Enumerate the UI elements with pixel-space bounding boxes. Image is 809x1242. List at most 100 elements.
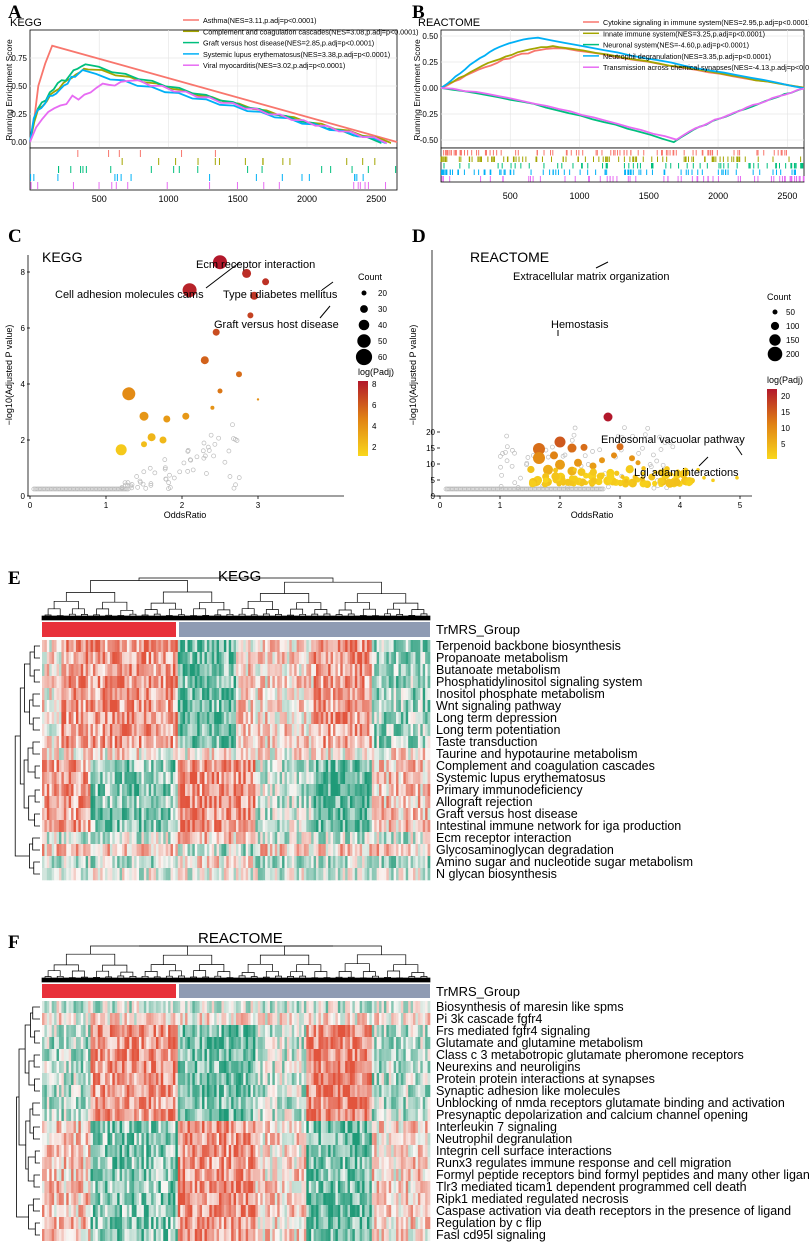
heat-cell — [338, 652, 341, 664]
heat-cell — [212, 1025, 215, 1037]
heat-cell — [88, 652, 91, 664]
heat-cell — [357, 700, 360, 712]
heat-cell — [331, 772, 334, 784]
heat-cell — [69, 784, 72, 796]
heat-cell — [406, 856, 409, 868]
heat-cell — [297, 808, 300, 820]
xtick-b: 500 — [503, 191, 518, 201]
heat-cell — [251, 772, 254, 784]
heat-cell — [263, 844, 266, 856]
heat-cell — [403, 676, 406, 688]
heat-cell — [127, 844, 130, 856]
heat-cell — [161, 700, 164, 712]
heat-cell — [425, 1013, 428, 1025]
heat-cell — [91, 1001, 94, 1013]
heat-cell — [238, 700, 241, 712]
heat-cell — [93, 700, 96, 712]
heat-cell — [117, 796, 120, 808]
heat-cell — [117, 760, 120, 772]
heat-cell — [154, 688, 157, 700]
heat-cell — [197, 760, 200, 772]
heat-cell — [69, 808, 72, 820]
heat-cell — [406, 844, 409, 856]
heat-cell — [168, 796, 171, 808]
heat-cell — [369, 676, 372, 688]
heat-cell — [268, 808, 271, 820]
heat-cell — [357, 1001, 360, 1013]
heat-cell — [139, 808, 142, 820]
heat-cell — [365, 820, 368, 832]
heat-cell — [88, 856, 91, 868]
heat-cell — [132, 868, 135, 880]
heat-cell — [183, 772, 186, 784]
heat-cell — [149, 832, 152, 844]
heat-cell — [112, 1013, 115, 1025]
heat-cell — [372, 688, 375, 700]
heat-cell — [335, 868, 338, 880]
heat-cell — [88, 832, 91, 844]
heat-cell — [323, 676, 326, 688]
heat-cell — [236, 712, 239, 724]
heat-cell — [166, 736, 169, 748]
heat-cell — [338, 712, 341, 724]
heat-cell — [197, 796, 200, 808]
heat-cell — [241, 700, 244, 712]
heat-cell — [69, 1001, 72, 1013]
heat-cell — [292, 772, 295, 784]
heat-cell — [280, 844, 283, 856]
heat-cell — [192, 760, 195, 772]
point-ns — [178, 470, 182, 474]
heat-cell — [74, 688, 77, 700]
heat-cell — [362, 784, 365, 796]
heat-cell — [420, 820, 423, 832]
heat-cell — [401, 844, 404, 856]
heat-cell — [277, 844, 280, 856]
heat-cell — [280, 796, 283, 808]
heat-cell — [391, 856, 394, 868]
heat-cell — [212, 784, 215, 796]
heat-cell — [144, 868, 147, 880]
heat-cell — [253, 748, 256, 760]
heat-cell — [212, 736, 215, 748]
heat-cell — [107, 640, 110, 652]
heat-cell — [200, 844, 203, 856]
heat-cell — [386, 748, 389, 760]
heat-cell — [234, 844, 237, 856]
heat-cell — [112, 844, 115, 856]
heat-cell — [71, 652, 74, 664]
heat-cell — [204, 652, 207, 664]
heat-cell — [166, 832, 169, 844]
heat-cell — [137, 736, 140, 748]
heat-cell — [78, 868, 81, 880]
heat-cell — [103, 844, 106, 856]
heat-cell — [197, 784, 200, 796]
heat-cell — [171, 1013, 174, 1025]
legend-entry-b: Innate immune system(NES=3.25,p.adj=p<0.… — [603, 29, 765, 38]
heat-cell — [151, 820, 154, 832]
heat-cell — [340, 808, 343, 820]
heat-cell — [127, 688, 130, 700]
heat-cell — [52, 1001, 55, 1013]
heat-cell — [314, 640, 317, 652]
heat-cell — [369, 844, 372, 856]
heat-cell — [323, 664, 326, 676]
heat-cell — [61, 856, 64, 868]
heat-cell — [258, 664, 261, 676]
heat-cell — [178, 736, 181, 748]
heat-cell — [248, 808, 251, 820]
heat-cell — [292, 868, 295, 880]
heat-cell — [190, 784, 193, 796]
heat-cell — [367, 808, 370, 820]
heat-cell — [316, 832, 319, 844]
heat-cell — [47, 820, 50, 832]
heat-cell — [209, 844, 212, 856]
heat-cell — [357, 736, 360, 748]
heat-cell — [59, 712, 62, 724]
heat-cell — [401, 724, 404, 736]
heat-cell — [396, 676, 399, 688]
heat-cell — [217, 640, 220, 652]
heat-cell — [195, 856, 198, 868]
heat-cell — [357, 1025, 360, 1037]
heat-cell — [200, 868, 203, 880]
heat-cell — [260, 640, 263, 652]
